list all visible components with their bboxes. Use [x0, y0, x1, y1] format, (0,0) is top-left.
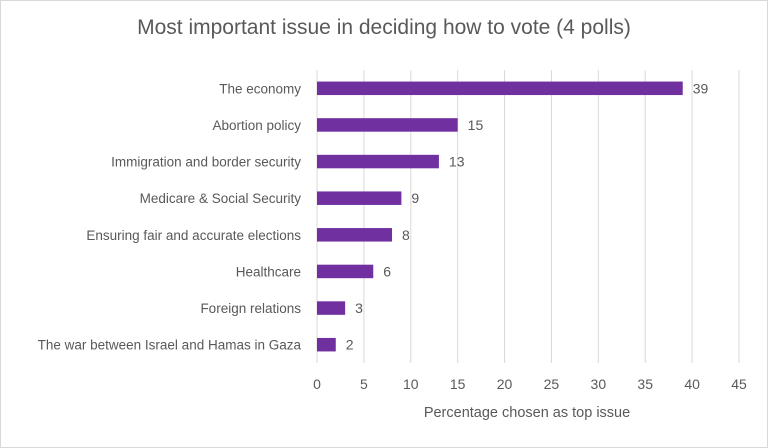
x-tick-label: 25 — [544, 376, 560, 392]
bar — [317, 301, 346, 315]
x-tick-labels: 0 5 10 15 20 25 30 35 40 45 — [313, 376, 747, 392]
x-tick-label: 45 — [731, 376, 747, 392]
chart-title: Most important issue in deciding how to … — [137, 16, 631, 39]
data-label: 8 — [402, 227, 410, 243]
data-label: 9 — [411, 190, 419, 206]
x-tick-label: 10 — [403, 376, 419, 392]
bar — [317, 191, 402, 205]
category-label: Ensuring fair and accurate elections — [86, 228, 301, 243]
bar — [317, 264, 374, 279]
data-label: 39 — [693, 80, 709, 96]
category-labels: The economy Abortion policy Immigration an… — [38, 81, 302, 352]
x-tick-label: 0 — [313, 376, 321, 392]
category-label: Healthcare — [236, 264, 301, 279]
gridlines — [316, 70, 740, 363]
bar — [317, 81, 683, 96]
x-tick-label: 15 — [450, 376, 466, 392]
x-tick-label: 5 — [360, 376, 368, 392]
data-label: 13 — [449, 154, 465, 170]
data-label: 6 — [383, 263, 391, 279]
category-label: The war between Israel and Hamas in Gaza — [38, 338, 302, 353]
x-tick-label: 40 — [684, 376, 700, 392]
data-label: 15 — [468, 117, 484, 133]
data-labels: 39 15 13 9 8 6 3 2 — [346, 80, 709, 352]
category-label: Immigration and border security — [111, 155, 301, 170]
x-axis-title: Percentage chosen as top issue — [424, 405, 630, 421]
category-label: Abortion policy — [212, 118, 301, 133]
bar — [317, 154, 439, 169]
category-label: Medicare & Social Security — [140, 191, 302, 206]
x-tick-label: 35 — [637, 376, 653, 392]
category-label: The economy — [219, 81, 301, 96]
bar — [317, 118, 458, 132]
bars — [317, 81, 683, 352]
x-tick-label: 30 — [591, 376, 607, 392]
bar — [317, 228, 393, 242]
x-tick-label: 20 — [497, 376, 513, 392]
data-label: 3 — [355, 300, 363, 316]
bar — [317, 337, 336, 352]
data-label: 2 — [346, 337, 354, 353]
category-label: Foreign relations — [200, 301, 301, 316]
